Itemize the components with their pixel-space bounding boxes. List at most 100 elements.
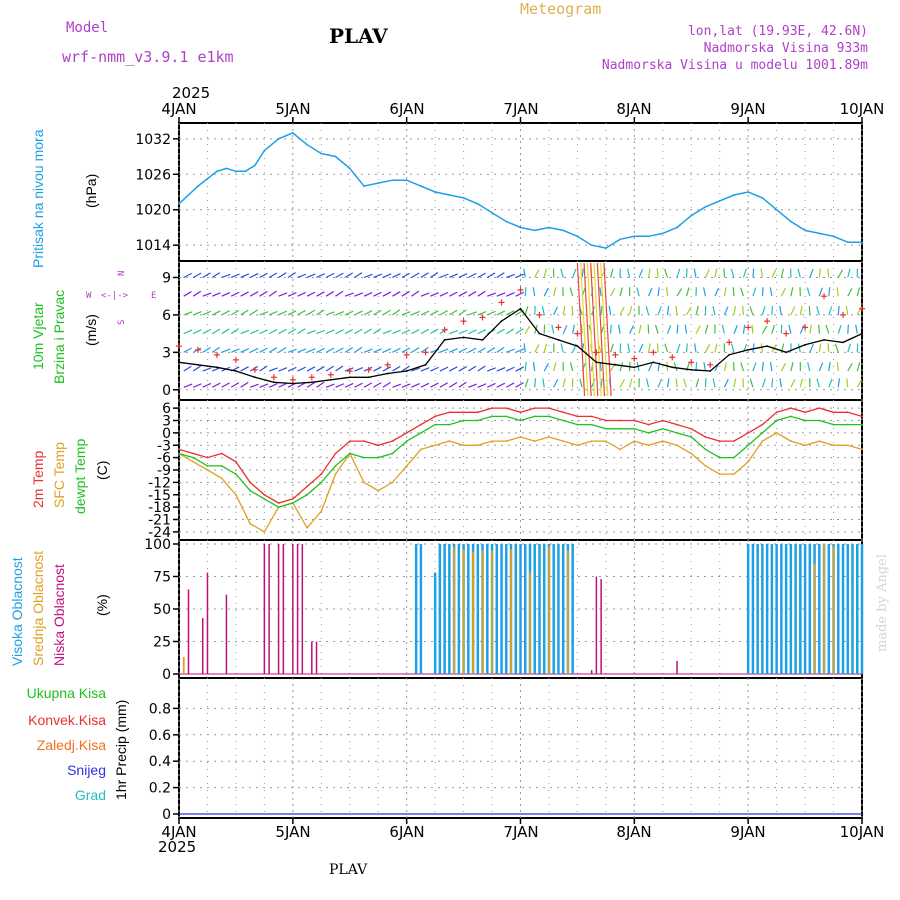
wind-barb (600, 305, 603, 315)
wind-speed-line-point (785, 351, 788, 354)
wind-barb (572, 324, 575, 334)
wind-speed-line-point (178, 361, 180, 364)
wind-barb (638, 343, 644, 353)
wind-barb (373, 348, 382, 353)
x-tick-bottom-6: 10JAN (840, 823, 885, 841)
wind-barb (524, 287, 527, 297)
temp-2m-line-point (263, 493, 266, 496)
pressure-line-point (690, 214, 693, 217)
wind-speed-line-point (329, 378, 332, 381)
wind-barb (761, 378, 766, 388)
wind-speed-line-point (272, 381, 275, 384)
x-tick-bottom-0: 4JAN (161, 823, 196, 841)
wind-barb (828, 362, 831, 372)
sfc-temp-line-point (661, 440, 664, 443)
compass-w-icon: W (86, 291, 92, 301)
dewpt-temp-line-point (761, 431, 764, 434)
wind-barb (790, 306, 796, 316)
wind-barb (439, 382, 448, 388)
wind-barb (827, 343, 830, 353)
wind-barb (496, 310, 506, 316)
dewpt-temp-line-point (818, 419, 821, 422)
high-cloud-bar (448, 544, 451, 674)
pressure-line-point (533, 229, 536, 232)
sfc-temp-line-point (405, 464, 408, 467)
wind-barb (230, 382, 240, 388)
wind-barb (648, 362, 653, 372)
pressure-line-point (562, 229, 565, 232)
wind-barb (468, 291, 477, 297)
temp-2m-line-point (505, 407, 508, 410)
wind-barb (297, 382, 306, 388)
sfc-temp-line-point (846, 444, 849, 447)
wind-barb (742, 324, 746, 334)
temp-unit: (C) (94, 461, 110, 480)
wind-storm-streak (583, 262, 592, 397)
wind-barb (268, 290, 277, 297)
mid-cloud-bar (481, 550, 484, 674)
high-cloud-bar (818, 544, 821, 674)
sfc-temp-line-point (363, 481, 365, 484)
temp-2m-line-point (206, 456, 209, 459)
wind-barb (287, 310, 297, 316)
wind-barb (721, 324, 726, 334)
wind-barb (837, 305, 840, 315)
temp-2m-line-point (476, 411, 479, 414)
wind-barb (211, 328, 221, 335)
high-cloud-bar (523, 544, 527, 674)
dewpt-temp-line-point (789, 415, 792, 418)
wind-barb (749, 378, 754, 388)
wind-barb (240, 347, 250, 353)
temp-2m-line-point (192, 452, 195, 455)
wind-barb (259, 383, 269, 388)
wind-speed-line-point (424, 363, 427, 366)
wind-barb (695, 325, 701, 334)
high-cloud-bar (542, 544, 546, 674)
wind-barb (712, 306, 716, 316)
wind-barb (316, 273, 325, 279)
y-tick-label: 0.6 (149, 728, 171, 744)
wind-barb (344, 347, 353, 353)
dewpt-temp-line-point (320, 481, 323, 484)
wind-barb (780, 268, 784, 278)
wind-barb (202, 292, 212, 297)
high-cloud-bar (803, 544, 807, 674)
pressure-line-point (548, 226, 550, 229)
wind-barb (515, 366, 525, 372)
dewpt-temp-line-point (178, 452, 180, 455)
high-cloud-bar (860, 544, 864, 674)
sfc-temp-line-point (434, 444, 437, 447)
wind-barb (619, 379, 625, 388)
temp-2m-line-point (704, 436, 707, 438)
pressure-label: Pritisak na nivou mora (30, 129, 46, 268)
sfc-temp-line-point (320, 510, 323, 513)
temp-2m-line-point (619, 419, 622, 422)
low-cloud-bar (206, 572, 209, 674)
sfc-temp-line-point (448, 440, 451, 443)
wind-barb (619, 287, 623, 297)
x-tick-top-2: 6JAN (389, 100, 424, 118)
wind-speed-line-point (728, 353, 731, 356)
pressure-line-point (320, 152, 323, 155)
wind-barb (847, 362, 853, 372)
wind-barb (673, 362, 678, 372)
high-cloud-bar (443, 544, 446, 674)
wind-barb (249, 383, 259, 388)
high-cloud-bar (770, 544, 774, 674)
pressure-line-point (590, 244, 593, 247)
wind-barb (449, 291, 458, 297)
y-tick-label: -18 (148, 500, 171, 516)
sfc-temp-line-point (519, 436, 522, 438)
wind-barb (202, 347, 211, 353)
meteogram-label: Meteogram (520, 0, 602, 18)
wind-barb (458, 366, 467, 372)
wind-speed-line-point (614, 363, 617, 366)
wind-barb (439, 348, 449, 353)
wind-speed-line-point (253, 376, 256, 379)
temp-2m-line-point (391, 440, 394, 443)
wind-barb (297, 273, 307, 279)
mid-cloud-bar (832, 546, 835, 674)
wind-barb (645, 378, 650, 388)
wind-barb (192, 383, 202, 388)
